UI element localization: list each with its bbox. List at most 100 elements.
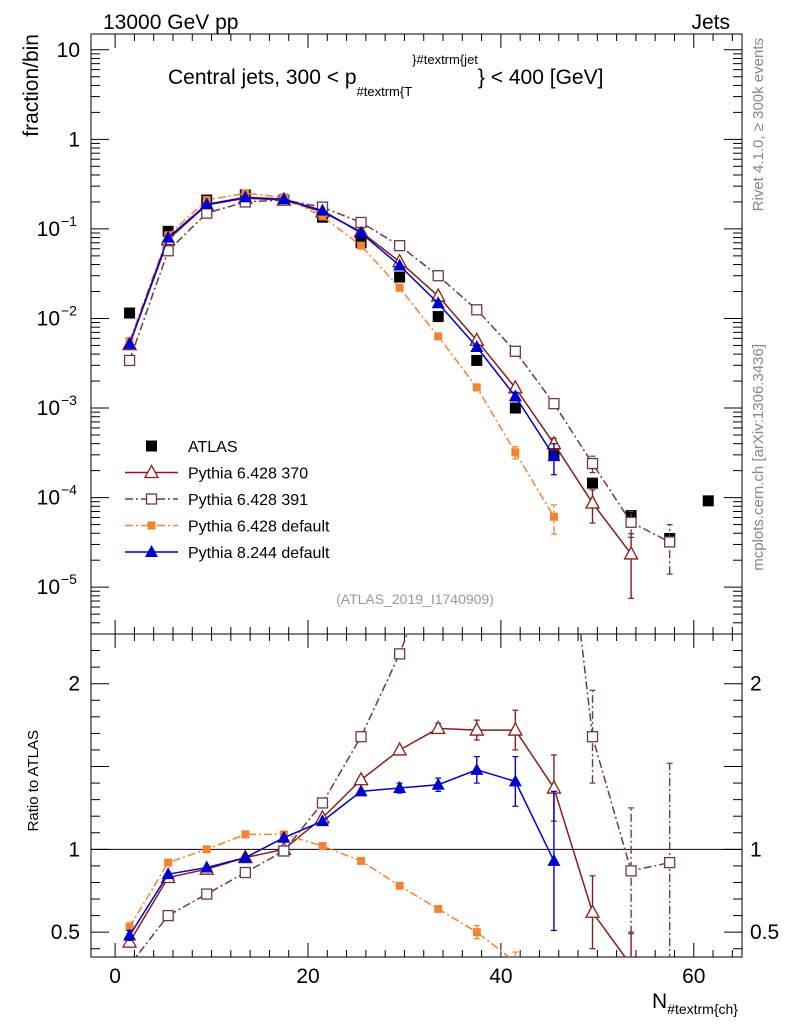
- source-label: mcplots.cern.ch [arXiv:1306.3436]: [750, 344, 767, 571]
- data-point-pythia-6-428-default: [472, 383, 481, 392]
- data-point-pythia-6-428-391: [201, 207, 213, 219]
- ratio-point-pythia-8-244-default: [547, 853, 561, 866]
- ratio-series-layer: [121, 634, 676, 957]
- ratio-point-pythia-6-428-default: [434, 904, 443, 913]
- main-y-tick-exponent: −3: [61, 392, 77, 408]
- data-point-pythia-6-428-391: [432, 270, 444, 282]
- x-axis-title-main: N: [652, 990, 667, 1013]
- ratio-point-pythia-6-428-370: [584, 903, 601, 918]
- ratio-point-pythia-8-244-default: [200, 860, 214, 873]
- ratio-point-pythia-6-428-370: [469, 721, 485, 736]
- legend-marker-pythia-6-428-391: [145, 493, 158, 505]
- ratio-point-pythia-8-244-default: [123, 928, 137, 941]
- ratio-point-pythia-8-244-default: [161, 867, 175, 880]
- ratio-y-tick-label-right: 0.5: [750, 921, 779, 944]
- legend-marker-atlas: [146, 440, 157, 452]
- main-y-tick-exponent: −4: [61, 482, 77, 498]
- data-point-pythia-8-244-default: [315, 203, 329, 216]
- data-point-pythia-8-244-default: [123, 336, 137, 349]
- rivet-version-label: Rivet 4.1.0, ≥ 300k events: [750, 38, 767, 211]
- legend-label-pythia-6-428-default: Pythia 6.428 default: [188, 519, 330, 536]
- series-pythia-8-244-default: [123, 190, 561, 476]
- ratio-line-pythia-8-244-default: [128, 769, 555, 936]
- main-y-tick-exponent: −5: [61, 571, 77, 587]
- data-point-pythia-6-428-391: [123, 354, 136, 367]
- data-point-pythia-6-428-391: [355, 216, 367, 229]
- x-tick-label: 40: [489, 965, 512, 988]
- analysis-id: (ATLAS_2019_I1740909): [336, 591, 494, 607]
- ratio-point-pythia-6-428-default: [164, 858, 173, 867]
- data-point-pythia-6-428-391: [393, 240, 406, 252]
- legend-marker-pythia-6-428-default: [147, 521, 156, 530]
- ratio-point-pythia-6-428-default: [357, 856, 366, 865]
- data-point-pythia-6-428-370: [623, 545, 639, 560]
- ratio-line-pythia-6-428-370: [128, 727, 626, 957]
- data-point-pythia-8-244-default: [547, 449, 561, 462]
- ratio-series-pythia-6-428-default: [125, 830, 519, 957]
- data-point-pythia-6-428-391: [625, 516, 637, 528]
- ratio-y-tick-label-right: 1: [750, 838, 762, 861]
- ratio-point-pythia-8-244-default: [238, 850, 252, 863]
- data-point-pythia-8-244-default: [277, 192, 291, 205]
- ratio-point-pythia-6-428-default: [202, 845, 211, 854]
- data-point-atlas: [394, 271, 406, 283]
- data-point-pythia-8-244-default: [508, 389, 522, 402]
- ratio-point-pythia-6-428-391: [162, 909, 174, 922]
- ratio-point-pythia-6-428-391: [625, 865, 637, 877]
- data-point-pythia-6-428-391: [664, 536, 676, 548]
- ratio-point-pythia-6-428-370: [507, 721, 523, 736]
- ratio-point-pythia-6-428-370: [392, 741, 408, 756]
- x-tick-label: 60: [682, 965, 705, 988]
- ratio-point-pythia-6-428-391: [664, 856, 676, 869]
- data-point-pythia-6-428-370: [584, 494, 601, 509]
- ratio-point-pythia-6-428-391: [278, 845, 290, 857]
- data-point-pythia-6-428-391: [548, 397, 560, 410]
- ratio-point-pythia-6-428-391: [355, 731, 367, 743]
- main-y-tick-exponent: −1: [61, 213, 77, 229]
- energy-label: 13000 GeV pp: [103, 11, 238, 34]
- data-point-pythia-6-428-default: [395, 283, 404, 292]
- main-y-tick-label: 10: [37, 218, 60, 241]
- ratio-y-tick-label: 2: [68, 673, 80, 696]
- legend-marker-pythia-8-244-default: [145, 545, 158, 557]
- data-point-pythia-6-428-default: [434, 332, 443, 341]
- data-point-atlas: [702, 495, 714, 507]
- x-tick-label: 0: [109, 965, 121, 988]
- data-point-pythia-6-428-default: [318, 212, 327, 221]
- ratio-point-pythia-8-244-default: [393, 781, 407, 794]
- plot-title-main: Central jets, 300 < p: [168, 66, 357, 89]
- data-point-pythia-6-428-391: [509, 345, 522, 357]
- ratio-series-pythia-8-244-default: [123, 755, 561, 942]
- data-point-pythia-8-244-default: [200, 197, 214, 210]
- data-point-pythia-8-244-default: [431, 296, 445, 309]
- ratio-point-pythia-8-244-default: [470, 762, 484, 775]
- legend-label-atlas: ATLAS: [188, 439, 238, 456]
- ratio-point-pythia-6-428-370: [430, 720, 446, 735]
- data-point-pythia-8-244-default: [354, 226, 368, 239]
- ratio-y-tick-label: 1: [68, 838, 80, 861]
- series-line-pythia-8-244-default: [128, 196, 555, 457]
- ratio-line-pythia-6-428-default: [128, 833, 511, 957]
- ratio-point-pythia-6-428-391: [393, 648, 406, 660]
- ratio-point-pythia-6-428-370: [121, 933, 138, 948]
- legend-label-pythia-8-244-default: Pythia 8.244 default: [188, 545, 330, 562]
- data-point-pythia-6-428-default: [511, 448, 520, 457]
- ratio-point-pythia-8-244-default: [354, 784, 368, 797]
- main-series-layer: [121, 189, 714, 599]
- ratio-point-pythia-8-244-default: [431, 777, 445, 790]
- main-y-tick-label: 10: [37, 307, 60, 330]
- main-y-tick-label: 10: [37, 487, 60, 510]
- ratio-y-axis-title: Ratio to ATLAS: [25, 730, 42, 831]
- data-point-atlas: [587, 477, 599, 489]
- ratio-point-pythia-6-428-391: [201, 888, 213, 900]
- ratio-point-pythia-6-428-default: [472, 928, 481, 937]
- legend: ATLAS Pythia 6.428 370 Pythia 6.428 391 Pyt…: [125, 439, 330, 562]
- data-point-pythia-8-244-default: [393, 258, 407, 271]
- x-axis-title: N#textrm{ch}: [652, 990, 738, 1017]
- ratio-point-pythia-6-428-391: [316, 797, 329, 809]
- main-y-tick-label: 10: [57, 39, 80, 62]
- ratio-series-pythia-6-428-391: [135, 634, 676, 957]
- data-point-pythia-6-428-391: [586, 457, 599, 470]
